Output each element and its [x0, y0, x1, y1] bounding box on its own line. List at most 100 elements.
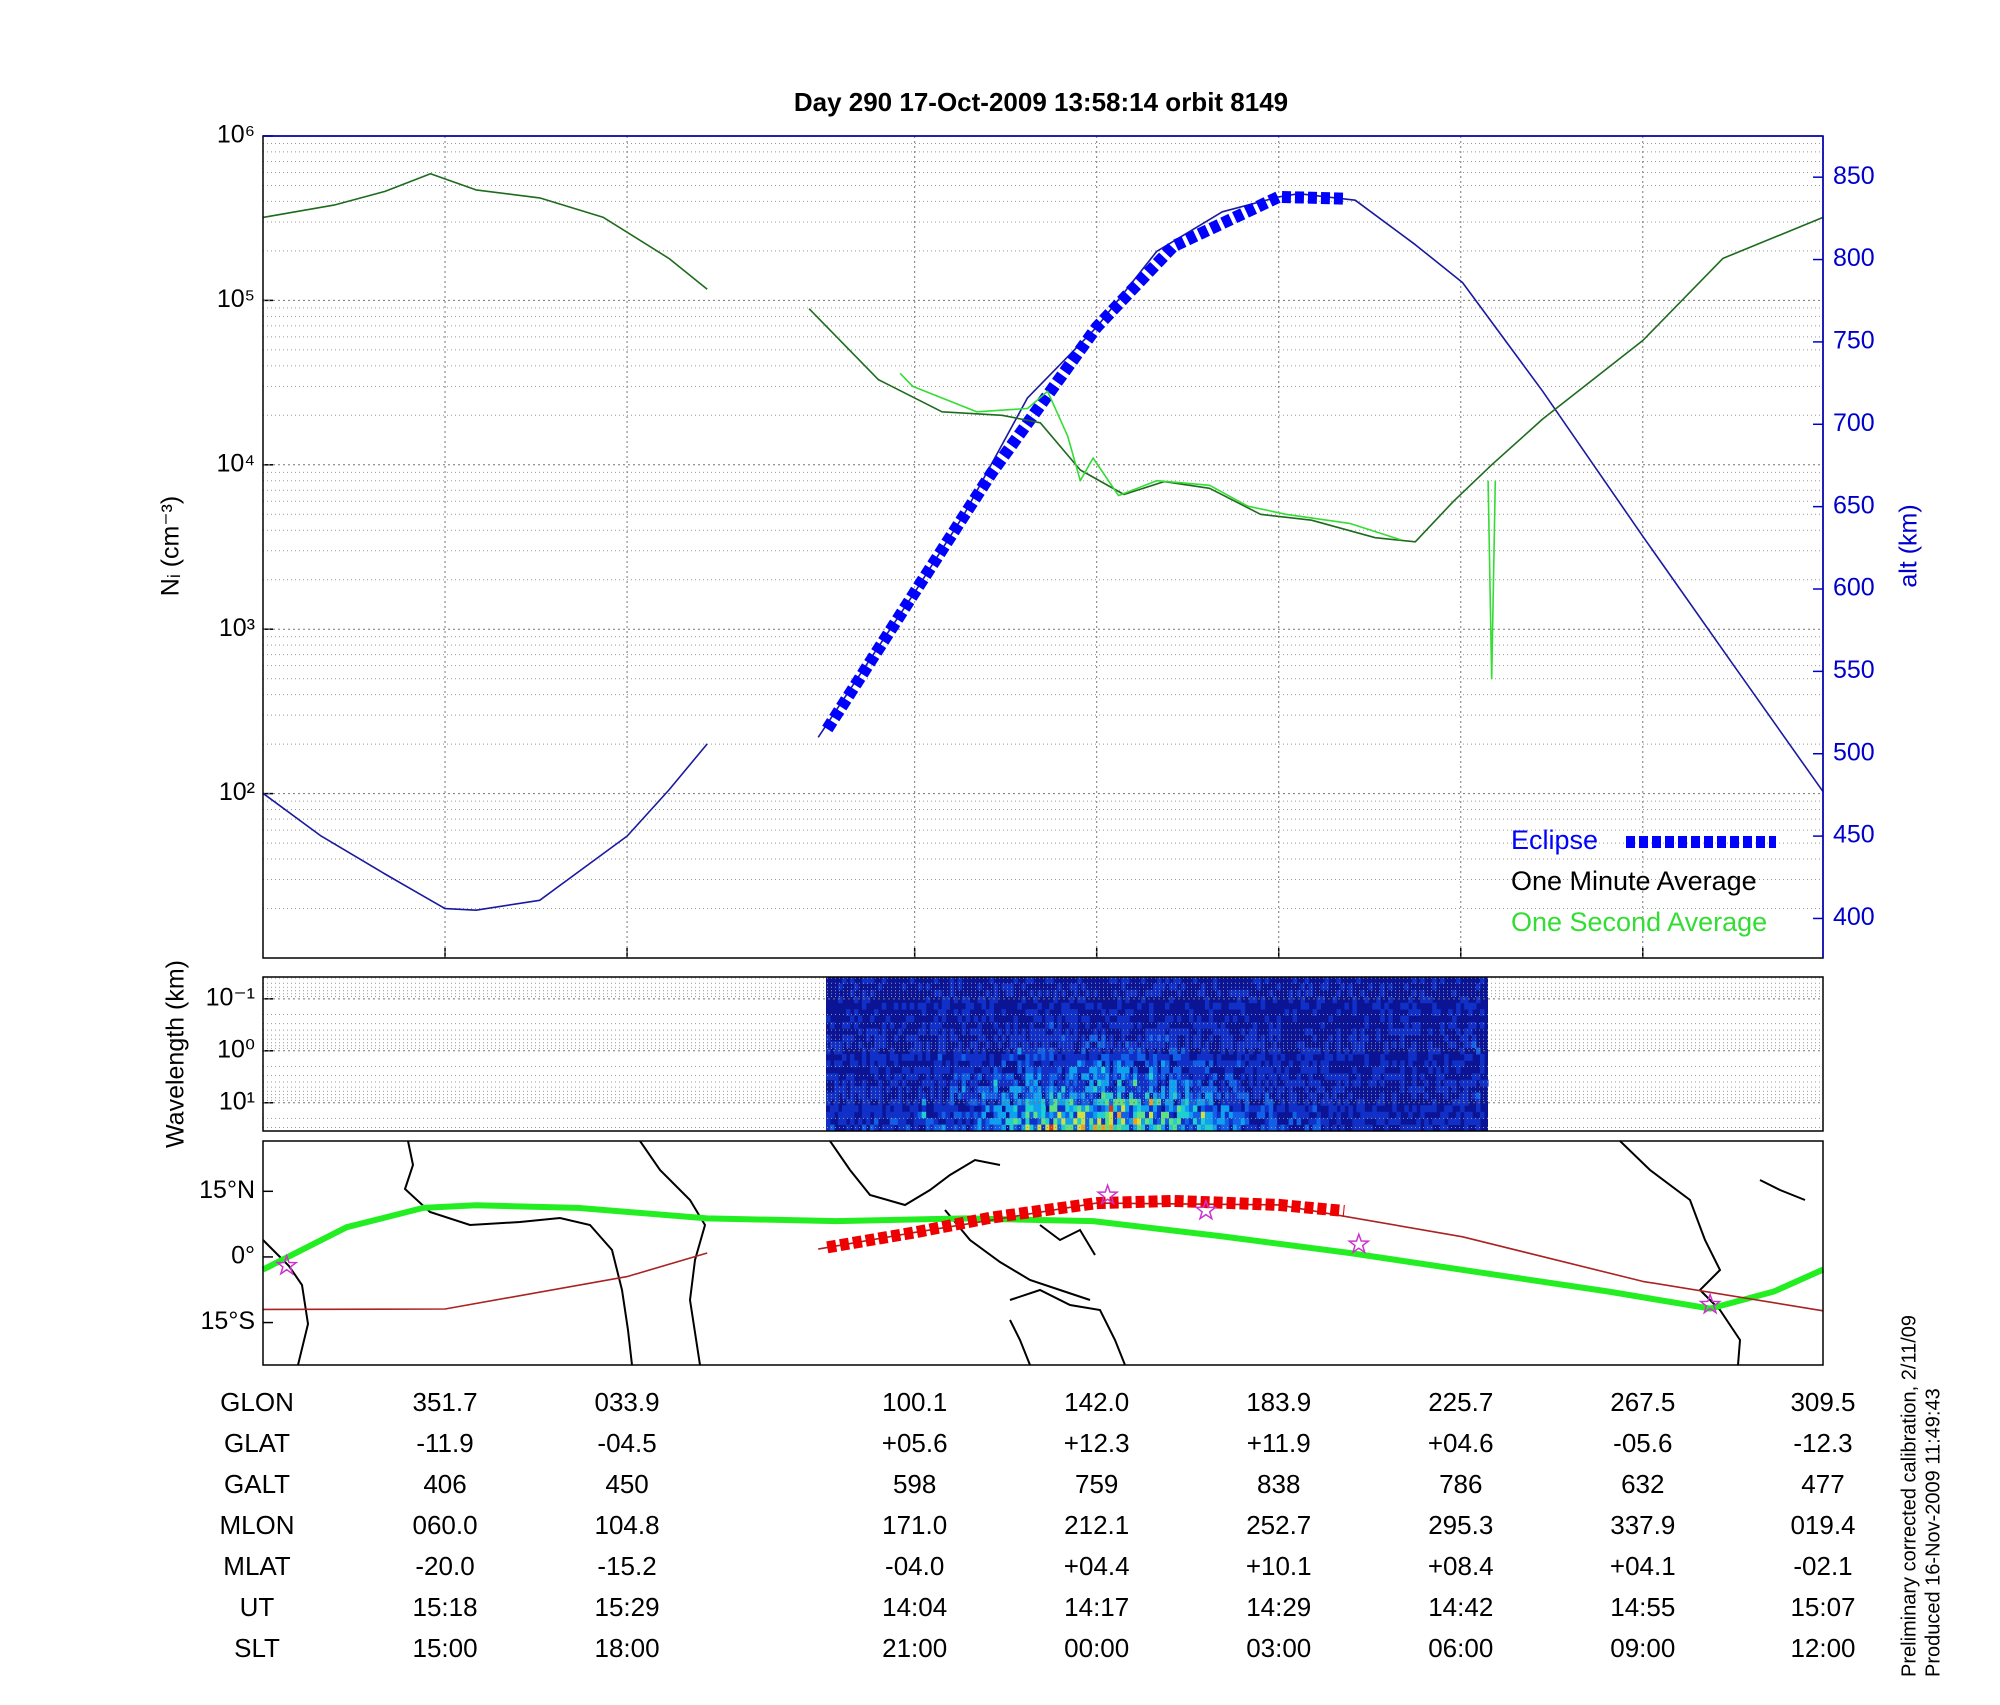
spectrogram-cell [1240, 1009, 1246, 1016]
spectrogram-cell [1085, 1002, 1090, 1010]
spectrogram-cell [849, 1111, 855, 1119]
spectrogram-cell [1101, 1028, 1106, 1036]
spectrogram-cell [1017, 1124, 1022, 1132]
spectrogram-cell [1336, 989, 1341, 997]
spectrogram-cell [1081, 1034, 1086, 1042]
spectrogram-cell [1452, 1015, 1457, 1023]
spectrogram-cell [933, 1073, 939, 1081]
spectrogram-cell [1400, 1060, 1405, 1068]
spectrogram-cell [1372, 1066, 1377, 1074]
spectrogram-cell [881, 1054, 887, 1061]
spectrogram-cell [1220, 1111, 1226, 1119]
spectrogram-cell [1392, 1092, 1397, 1100]
spectrogram-cell [849, 1034, 855, 1042]
spectrogram-cell [1149, 1105, 1154, 1113]
spectrogram-cell [1117, 1105, 1122, 1113]
spectrogram-cell [1093, 1105, 1098, 1113]
spectrogram-cell [977, 1021, 982, 1029]
spectrogram-cell [1089, 1002, 1094, 1010]
y-tick-label: 0° [231, 1242, 255, 1270]
spectrogram-cell [1165, 1098, 1170, 1106]
spectrogram-cell [845, 1009, 851, 1016]
spectrogram-cell [1200, 1054, 1206, 1061]
spectrogram-cell [1192, 1021, 1198, 1029]
spectrogram-cell [1045, 1060, 1050, 1068]
spectrogram-cell [1476, 983, 1481, 991]
spectrogram-cell [977, 1118, 982, 1126]
spectrogram-cell [1069, 1124, 1074, 1132]
spectrogram-cell [861, 1079, 867, 1087]
spectrogram-cell [1212, 1086, 1218, 1093]
spectrogram-cell [1085, 1060, 1090, 1068]
spectrogram-cell [921, 1009, 927, 1016]
spectrogram-cell [1184, 1098, 1190, 1106]
spectrogram-cell [1452, 1086, 1457, 1093]
spectrogram-cell [857, 1015, 863, 1023]
spectrogram-cell [941, 1002, 947, 1010]
spectrogram-cell [1125, 1073, 1130, 1081]
spectrogram-cell [1001, 1079, 1006, 1087]
spectrogram-cell [1113, 1054, 1118, 1061]
spectrogram-cell [953, 1047, 959, 1055]
spectrogram-cell [1165, 1002, 1170, 1010]
spectrogram-cell [861, 1060, 867, 1068]
spectrogram-cell [1085, 1021, 1090, 1029]
spectrogram-cell [1292, 1105, 1298, 1113]
spectrogram-cell [1308, 989, 1313, 997]
spectrogram-cell [1200, 1124, 1206, 1132]
spectrogram-cell [1376, 996, 1381, 1004]
spectrogram-cell [1228, 1098, 1234, 1106]
spectrogram-cell [1388, 1015, 1393, 1023]
spectrogram-cell [1392, 1041, 1397, 1049]
spectrogram-cell [929, 1118, 935, 1126]
spectrogram-cell [977, 1086, 982, 1093]
spectrogram-cell [1001, 1034, 1006, 1042]
spectrogram-cell [1264, 1092, 1270, 1100]
spectrogram-cell [881, 1028, 887, 1036]
spectrogram-cell [1073, 1073, 1078, 1081]
spectrogram-cell [1404, 1021, 1409, 1029]
spectrogram-cell [989, 1079, 994, 1087]
spectrogram-cell [1081, 1124, 1086, 1132]
spectrogram-cell [945, 1060, 951, 1068]
spectrogram-cell [1065, 1060, 1070, 1068]
spectrogram-cell [1424, 996, 1429, 1004]
spectrogram-cell [945, 996, 951, 1004]
spectrogram-cell [953, 1073, 959, 1081]
spectrogram-cell [1364, 996, 1369, 1004]
spectrogram-cell [957, 1073, 963, 1081]
spectrogram-cell [1001, 1009, 1006, 1016]
spectrogram-cell [1061, 1124, 1066, 1132]
spectrogram-cell [1184, 1047, 1190, 1055]
spectrogram-cell [1240, 1002, 1246, 1010]
spectrogram-cell [1153, 1060, 1158, 1068]
table-cell: -04.5 [597, 1428, 656, 1458]
spectrogram-cell [981, 1118, 986, 1126]
spectrogram-cell [1133, 1118, 1138, 1126]
spectrogram-cell [1192, 1118, 1198, 1126]
spectrogram-cell [1013, 1105, 1018, 1113]
spectrogram-cell [869, 1028, 875, 1036]
spectrogram-cell [1077, 1054, 1082, 1061]
spectrogram-cell [957, 977, 963, 984]
spectrogram-cell [1077, 1092, 1082, 1100]
spectrogram-cell [1248, 1060, 1254, 1068]
spectrogram-cell [1037, 989, 1042, 997]
spectrogram-cell [1248, 1079, 1254, 1087]
spectrogram-cell [1109, 1105, 1114, 1113]
table-cell: 06:00 [1428, 1633, 1493, 1663]
spectrogram-cell [945, 1118, 951, 1126]
spectrogram-cell [1045, 1092, 1050, 1100]
spectrogram-cell [897, 1098, 903, 1106]
spectrogram-cell [1053, 1047, 1058, 1055]
spectrogram-cell [1033, 1034, 1038, 1042]
spectrogram-cell [1017, 1034, 1022, 1042]
spectrogram-cell [1093, 1028, 1098, 1036]
spectrogram-cell [1121, 1105, 1126, 1113]
table-cell: -05.6 [1613, 1428, 1672, 1458]
spectrogram-cell [830, 1111, 835, 1119]
spectrogram-cell [1025, 1098, 1030, 1106]
spectrogram-cell [1109, 1111, 1114, 1119]
spectrogram-cell [1101, 1073, 1106, 1081]
spectrogram-cell [1388, 1009, 1393, 1016]
